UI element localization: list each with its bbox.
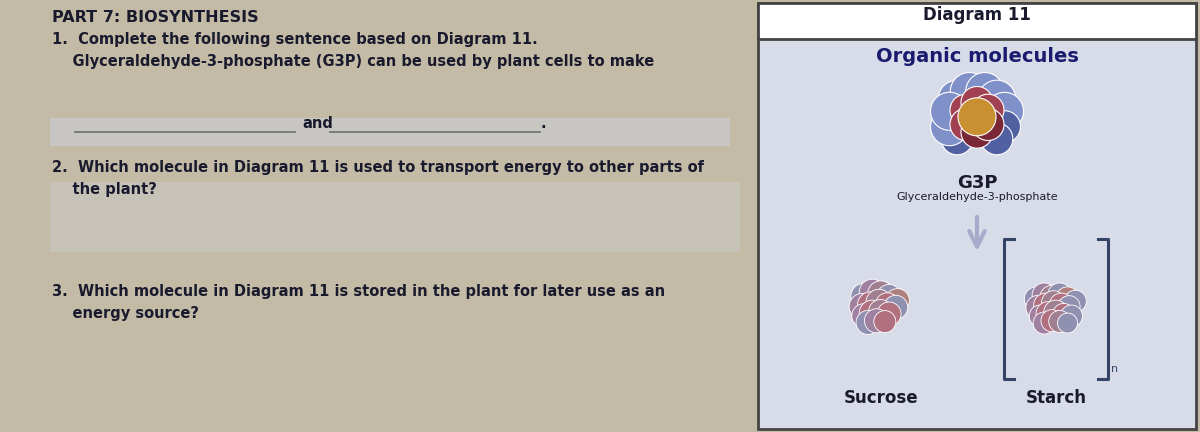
Circle shape	[930, 108, 968, 146]
Bar	[50, 182, 740, 252]
Circle shape	[941, 123, 973, 155]
Circle shape	[1042, 291, 1066, 315]
Circle shape	[1025, 287, 1049, 311]
Text: 1.  Complete the following sentence based on Diagram 11.: 1. Complete the following sentence based…	[52, 32, 538, 47]
Circle shape	[1052, 303, 1075, 325]
Bar	[758, 3, 1196, 39]
Text: Diagram 11: Diagram 11	[923, 6, 1031, 24]
Circle shape	[930, 92, 968, 130]
Text: Sucrose: Sucrose	[844, 389, 918, 407]
Circle shape	[938, 80, 977, 118]
Circle shape	[859, 279, 886, 305]
Circle shape	[1032, 283, 1056, 307]
Circle shape	[868, 281, 894, 307]
Circle shape	[978, 80, 1016, 118]
Text: and: and	[302, 116, 332, 131]
Circle shape	[1048, 283, 1072, 307]
Text: Glyceraldehyde-3-phosphate: Glyceraldehyde-3-phosphate	[896, 192, 1058, 202]
Circle shape	[1030, 305, 1051, 327]
Circle shape	[883, 295, 907, 319]
Circle shape	[1061, 305, 1082, 327]
Text: energy source?: energy source?	[52, 306, 199, 321]
Circle shape	[1026, 295, 1050, 319]
Circle shape	[856, 311, 880, 334]
Circle shape	[966, 73, 1003, 111]
Circle shape	[852, 304, 876, 328]
Text: .: .	[541, 116, 547, 131]
Circle shape	[1058, 295, 1080, 318]
Text: Starch: Starch	[1025, 389, 1086, 407]
Circle shape	[850, 293, 875, 320]
Circle shape	[1040, 310, 1063, 332]
Text: the plant?: the plant?	[52, 182, 157, 197]
Circle shape	[972, 94, 1004, 126]
Circle shape	[1033, 312, 1055, 334]
Circle shape	[985, 92, 1024, 130]
Circle shape	[859, 300, 886, 326]
Circle shape	[858, 292, 883, 318]
Text: n: n	[1111, 364, 1118, 374]
Circle shape	[961, 86, 994, 118]
Text: Glyceraldehyde-3-phosphate (G3P) can be used by plant cells to make: Glyceraldehyde-3-phosphate (G3P) can be …	[52, 54, 654, 69]
Circle shape	[1049, 293, 1073, 317]
Text: 2.  Which molecule in Diagram 11 is used to transport energy to other parts of: 2. Which molecule in Diagram 11 is used …	[52, 160, 704, 175]
Circle shape	[851, 283, 877, 309]
Circle shape	[1036, 302, 1060, 326]
Circle shape	[989, 111, 1020, 143]
Circle shape	[875, 293, 899, 317]
Circle shape	[874, 311, 896, 333]
Circle shape	[1044, 300, 1068, 324]
Bar	[50, 118, 730, 146]
Circle shape	[1056, 287, 1080, 311]
Circle shape	[869, 299, 893, 324]
Circle shape	[877, 284, 901, 308]
Bar	[758, 3, 1196, 429]
Text: 3.  Which molecule in Diagram 11 is stored in the plant for later use as an: 3. Which molecule in Diagram 11 is store…	[52, 284, 665, 299]
Circle shape	[886, 289, 910, 313]
Circle shape	[950, 73, 989, 111]
Circle shape	[958, 98, 996, 136]
Circle shape	[1040, 285, 1064, 309]
Circle shape	[866, 289, 892, 315]
Circle shape	[950, 108, 982, 140]
Circle shape	[1033, 293, 1057, 317]
Circle shape	[972, 108, 1004, 140]
Circle shape	[961, 116, 994, 148]
Circle shape	[980, 123, 1013, 155]
Circle shape	[1064, 290, 1086, 312]
Circle shape	[950, 94, 982, 126]
Circle shape	[1049, 311, 1070, 333]
Circle shape	[864, 309, 888, 333]
Text: PART 7: BIOSYNTHESIS: PART 7: BIOSYNTHESIS	[52, 10, 259, 25]
Text: G3P: G3P	[956, 174, 997, 192]
Circle shape	[877, 302, 901, 326]
Circle shape	[1057, 313, 1078, 333]
Text: Organic molecules: Organic molecules	[876, 47, 1079, 66]
